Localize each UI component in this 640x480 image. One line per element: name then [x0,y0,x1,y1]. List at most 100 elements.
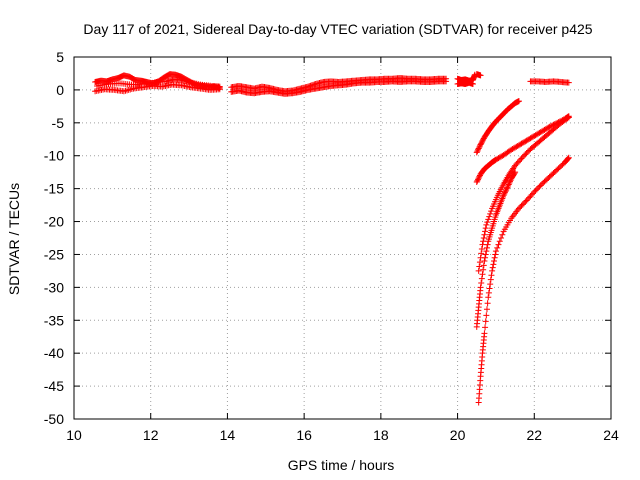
data-point [506,178,513,185]
data-point [546,123,553,130]
data-point [482,324,489,331]
x-tick-label: 16 [296,427,312,443]
data-point [521,152,528,159]
data-point [506,180,513,187]
axis-ticks [73,56,612,420]
data-point [485,289,492,296]
data-point [474,177,481,184]
data-point [547,123,554,130]
plot-frame [73,56,612,420]
data-point [475,145,482,152]
y-tick-label: -30 [44,279,64,295]
data-point [476,144,483,151]
data-point [475,176,482,183]
data-point [518,155,525,162]
data-series [527,78,572,86]
data-point [474,148,481,155]
data-point [483,306,490,313]
data-point [512,169,519,176]
y-tick-label: -45 [44,378,64,394]
data-point [478,250,485,257]
data-point [475,267,482,274]
data-series [92,81,223,95]
data-point [482,225,489,232]
data-point [501,190,508,197]
data-point [537,182,544,189]
data-point [564,115,571,122]
data-points [92,71,572,406]
data-point [487,281,494,288]
y-tick-label: 5 [56,49,64,65]
data-point [487,276,494,283]
data-point [527,193,534,200]
data-point [483,248,490,255]
x-tick-label: 18 [373,427,389,443]
y-tick-label: 0 [56,82,64,98]
data-point [515,98,522,105]
data-point [512,162,519,169]
grid-lines [74,57,611,419]
data-point [513,161,520,168]
data-point [502,188,509,195]
data-point [491,254,498,261]
data-point [515,158,522,165]
data-point [507,177,514,184]
data-point [545,124,552,131]
data-point [531,188,538,195]
y-tick-label: -20 [44,214,64,230]
data-point [476,259,483,266]
y-tick-label: -15 [44,181,64,197]
data-point [501,189,508,196]
data-point [505,181,512,188]
data-point [481,330,488,337]
data-point [492,248,499,255]
data-point [503,186,510,193]
data-point [522,198,529,205]
data-point [524,148,531,155]
data-series [473,169,519,330]
data-point [480,262,487,269]
data-series [454,79,476,87]
data-point [475,175,482,182]
y-tick-label: -10 [44,148,64,164]
data-point [517,204,524,211]
x-tick-label: 20 [450,427,466,443]
data-series [475,114,572,274]
data-point [515,205,522,212]
data-point [480,266,487,273]
data-point [480,235,487,241]
data-point [477,72,484,79]
data-point [496,238,503,245]
data-point [475,146,482,153]
data-point [476,142,483,149]
data-point [522,151,529,158]
data-point [511,170,518,177]
data-point [518,202,525,209]
data-point [536,183,543,190]
data-point [484,219,491,226]
data-point [481,258,488,265]
data-point [505,182,512,189]
x-tick-label: 22 [526,427,542,443]
data-point [491,258,498,265]
data-point [477,284,484,291]
data-point [489,267,496,274]
data-point [486,285,493,292]
data-point [482,254,489,261]
data-point [503,185,510,192]
data-point [478,245,485,252]
data-point [526,194,533,201]
data-point [481,231,488,238]
data-point [565,155,572,162]
data-series [473,98,522,156]
y-tick-label: -35 [44,312,64,328]
chart-title: Day 117 of 2021, Sidereal Day-to-day VTE… [83,21,592,37]
data-point [482,228,489,235]
data-point [532,187,539,194]
x-tick-label: 14 [220,427,236,443]
data-point [519,201,526,208]
data-point [565,154,572,161]
data-point [479,271,486,278]
data-point [499,231,506,238]
